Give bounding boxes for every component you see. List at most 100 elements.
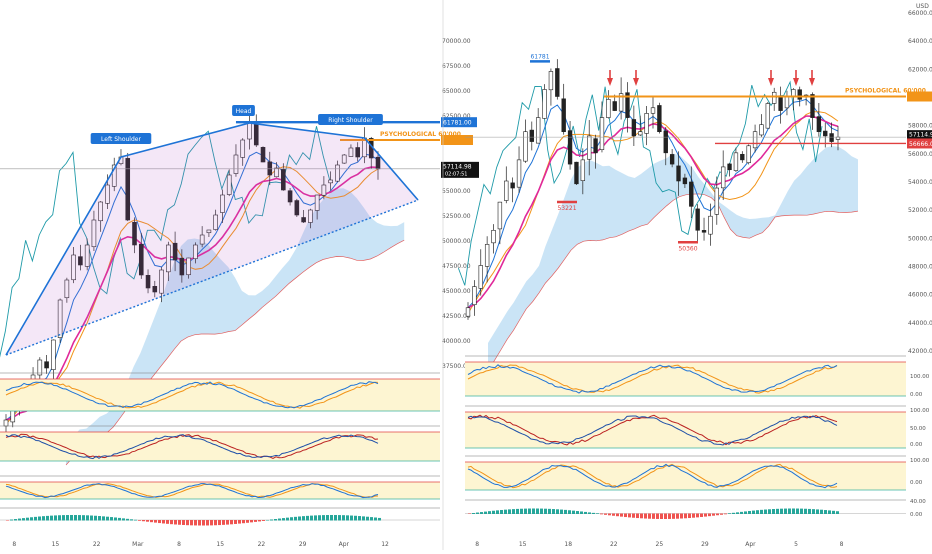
y-tick-label: 42000.00 bbox=[908, 348, 932, 355]
y-tick-label: 42500.00 bbox=[442, 313, 471, 320]
candle-body bbox=[574, 161, 579, 185]
macd-histogram-bar bbox=[374, 517, 377, 521]
macd-histogram-bar bbox=[330, 515, 333, 521]
macd-histogram-bar bbox=[600, 513, 603, 515]
candle-body bbox=[759, 124, 764, 136]
candle-body bbox=[491, 229, 496, 244]
macd-histogram-bar bbox=[532, 508, 535, 514]
candle-body bbox=[701, 230, 707, 233]
indicator-line bbox=[467, 463, 838, 489]
rejection-arrow bbox=[809, 78, 815, 86]
macd-histogram-bar bbox=[712, 513, 715, 516]
indicator-axis-label: 0.00 bbox=[910, 392, 923, 398]
macd-histogram-bar bbox=[114, 517, 117, 521]
macd-histogram-bar bbox=[242, 520, 245, 524]
macd-histogram-bar bbox=[548, 508, 551, 514]
candle-body bbox=[341, 154, 347, 164]
macd-histogram-bar bbox=[294, 516, 297, 521]
ichimoku-cloud bbox=[488, 146, 858, 372]
macd-histogram-bar bbox=[488, 511, 491, 514]
indicator-line bbox=[5, 381, 379, 409]
macd-histogram-bar bbox=[342, 515, 345, 521]
resistance-label: 61781.00 bbox=[443, 120, 472, 127]
candle-body bbox=[240, 139, 246, 158]
macd-histogram-bar bbox=[238, 520, 241, 524]
x-tick-label: 8 bbox=[12, 541, 16, 548]
candle-body bbox=[714, 187, 719, 215]
annotation-label: 53221 bbox=[557, 205, 576, 212]
macd-histogram-bar bbox=[202, 520, 205, 526]
candle-body bbox=[328, 179, 333, 184]
macd-histogram-bar bbox=[222, 520, 225, 525]
macd-histogram-bar bbox=[310, 515, 313, 521]
candle-body bbox=[816, 116, 822, 133]
macd-histogram-bar bbox=[760, 509, 763, 514]
macd-histogram-bar bbox=[134, 519, 137, 521]
macd-histogram-bar bbox=[620, 513, 623, 517]
macd-histogram-bar bbox=[162, 520, 165, 524]
macd-histogram-bar bbox=[608, 513, 611, 516]
candle-body bbox=[199, 234, 205, 245]
macd-histogram-bar bbox=[302, 516, 305, 521]
y-tick-label: 44000.00 bbox=[908, 320, 932, 327]
candle-body bbox=[138, 243, 144, 276]
indicator-axis-label: 40.00 bbox=[910, 499, 926, 505]
macd-histogram-bar bbox=[528, 508, 531, 514]
psychological-level-tag bbox=[441, 135, 473, 145]
y-tick-label: 46000.00 bbox=[908, 292, 932, 299]
price-axis-unit: USD bbox=[916, 3, 929, 10]
macd-histogram-bar bbox=[776, 508, 779, 514]
right-chart-pane: 66000.0064000.0062000.0060000.0058000.00… bbox=[457, 3, 932, 548]
macd-histogram-bar bbox=[492, 510, 495, 514]
macd-histogram-bar bbox=[130, 519, 133, 521]
x-tick-label: 29 bbox=[701, 541, 709, 548]
macd-histogram-bar bbox=[764, 509, 767, 514]
macd-histogram-bar bbox=[540, 508, 543, 514]
macd-histogram-bar bbox=[314, 515, 317, 521]
macd-histogram-bar bbox=[150, 520, 153, 523]
macd-histogram-bar bbox=[122, 518, 125, 521]
y-tick-label: 66000.00 bbox=[908, 10, 932, 17]
y-tick-label: 58000.00 bbox=[908, 123, 932, 130]
y-tick-label: 40000.00 bbox=[442, 338, 471, 345]
candle-body bbox=[91, 219, 97, 248]
macd-histogram-bar bbox=[632, 513, 635, 518]
macd-histogram-bar bbox=[588, 512, 591, 514]
macd-histogram-bar bbox=[648, 513, 651, 519]
macd-histogram-bar bbox=[616, 513, 619, 517]
macd-histogram-bar bbox=[30, 517, 33, 521]
candle-body bbox=[625, 92, 630, 118]
macd-histogram-bar bbox=[214, 520, 217, 526]
candle-body bbox=[484, 244, 490, 267]
candle-body bbox=[3, 419, 9, 427]
candle-body bbox=[64, 279, 70, 299]
candle-body bbox=[587, 135, 592, 160]
macd-histogram-bar bbox=[564, 509, 567, 514]
candle-body bbox=[676, 165, 681, 182]
indicator-line bbox=[467, 364, 838, 394]
candle-body bbox=[772, 91, 777, 104]
macd-histogram-bar bbox=[326, 515, 329, 521]
macd-histogram-bar bbox=[350, 515, 353, 521]
macd-histogram-bar bbox=[42, 516, 45, 521]
current-price-tag bbox=[441, 161, 479, 178]
x-tick-label: 5 bbox=[794, 541, 798, 548]
y-tick-label: 37500.00 bbox=[442, 363, 471, 370]
candle-body bbox=[220, 194, 225, 213]
macd-histogram-bar bbox=[194, 520, 197, 526]
indicator-axis-label: 0.00 bbox=[910, 512, 923, 518]
candle-body bbox=[555, 68, 560, 97]
candle-body bbox=[823, 130, 828, 137]
macd-histogram-bar bbox=[824, 510, 827, 514]
macd-histogram-bar bbox=[306, 515, 309, 521]
macd-histogram-bar bbox=[338, 515, 341, 521]
candle-body bbox=[179, 257, 185, 276]
macd-histogram-bar bbox=[366, 516, 369, 521]
macd-histogram-bar bbox=[170, 520, 173, 525]
candle-body bbox=[797, 89, 802, 100]
pattern-label-box bbox=[232, 105, 255, 116]
indicator-axis-label: 50.00 bbox=[910, 426, 926, 432]
y-tick-label: 64000.00 bbox=[908, 38, 932, 45]
